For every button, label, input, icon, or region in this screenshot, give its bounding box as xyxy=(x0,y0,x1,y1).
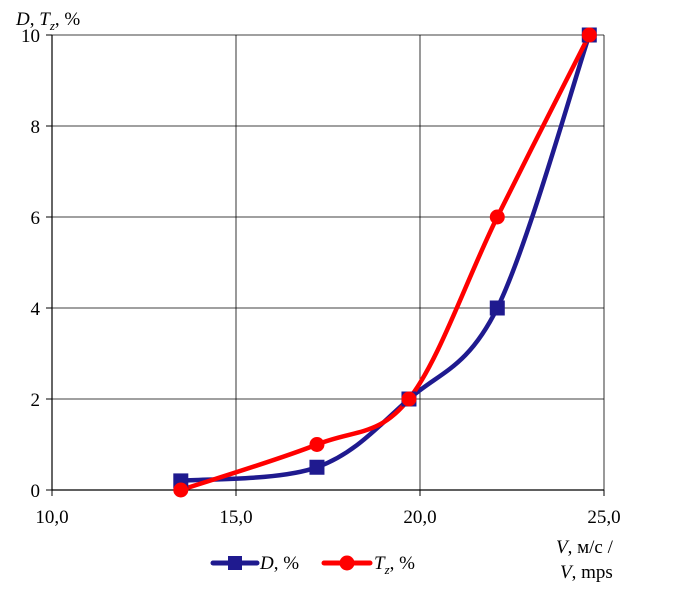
y-axis-title-sep: , xyxy=(30,9,40,30)
series-line-d xyxy=(178,32,592,484)
x-tick-label: 20,0 xyxy=(403,507,436,528)
legend: D, % Tz, % xyxy=(210,553,415,577)
y-tick-label: 6 xyxy=(31,208,41,229)
data-point-circle xyxy=(309,437,325,452)
data-point-circle xyxy=(173,482,189,498)
data-point-circle xyxy=(489,209,505,225)
legend-item-tz: Tz, % xyxy=(321,553,415,577)
x-axis-title-line1: V, м/с / xyxy=(556,537,614,558)
series-line-tz xyxy=(178,32,592,493)
data-point-circle xyxy=(581,27,597,43)
y-axis-title-var2-sub: z xyxy=(49,18,55,33)
y-tick-label: 4 xyxy=(31,299,41,320)
data-point-square xyxy=(309,459,325,475)
y-tick-label: 10 xyxy=(21,26,40,47)
legend-item-d: D, % xyxy=(210,553,299,574)
axes-layer xyxy=(51,35,604,491)
series-layer xyxy=(173,27,597,498)
y-axis-title: D, Tz, % xyxy=(15,9,80,33)
y-axis-title-rest: , % xyxy=(55,9,81,30)
x-axis-title-line2: V, mps xyxy=(560,562,613,583)
legend-tz-marker-circle xyxy=(339,555,355,571)
y-axis-title-var1: D xyxy=(15,9,30,30)
legend-tz-rest: , % xyxy=(390,553,416,574)
y-tick-label: 2 xyxy=(31,390,41,411)
x-tick-label: 25,0 xyxy=(587,507,620,528)
legend-tz-var: T xyxy=(374,553,386,574)
data-point-square xyxy=(489,300,505,316)
x-tick-label: 15,0 xyxy=(219,507,252,528)
y-tick-label: 8 xyxy=(31,117,41,138)
legend-d-marker-square xyxy=(228,556,242,570)
x-axis-title-line1-var: V xyxy=(556,537,570,558)
legend-d-rest: , % xyxy=(274,553,300,574)
legend-tz-label: Tz, % xyxy=(374,553,415,577)
legend-d-label: D, % xyxy=(259,553,299,574)
legend-d-var: D xyxy=(259,553,274,574)
x-axis-title-line2-var: V xyxy=(560,562,574,583)
legend-tz-sub: z xyxy=(384,562,390,577)
data-point-circle xyxy=(401,391,417,407)
y-axis-title-var2: T xyxy=(39,9,51,30)
x-axis-title-line2-rest: , mps xyxy=(572,562,613,583)
y-tick-label: 0 xyxy=(31,481,41,502)
grid-layer xyxy=(52,34,605,490)
ticks-layer: 10,0 15,0 20,0 25,0 0 2 4 6 8 10 xyxy=(21,26,621,528)
x-axis-title-line1-rest: , м/с / xyxy=(568,537,614,558)
x-tick-label: 10,0 xyxy=(35,507,68,528)
